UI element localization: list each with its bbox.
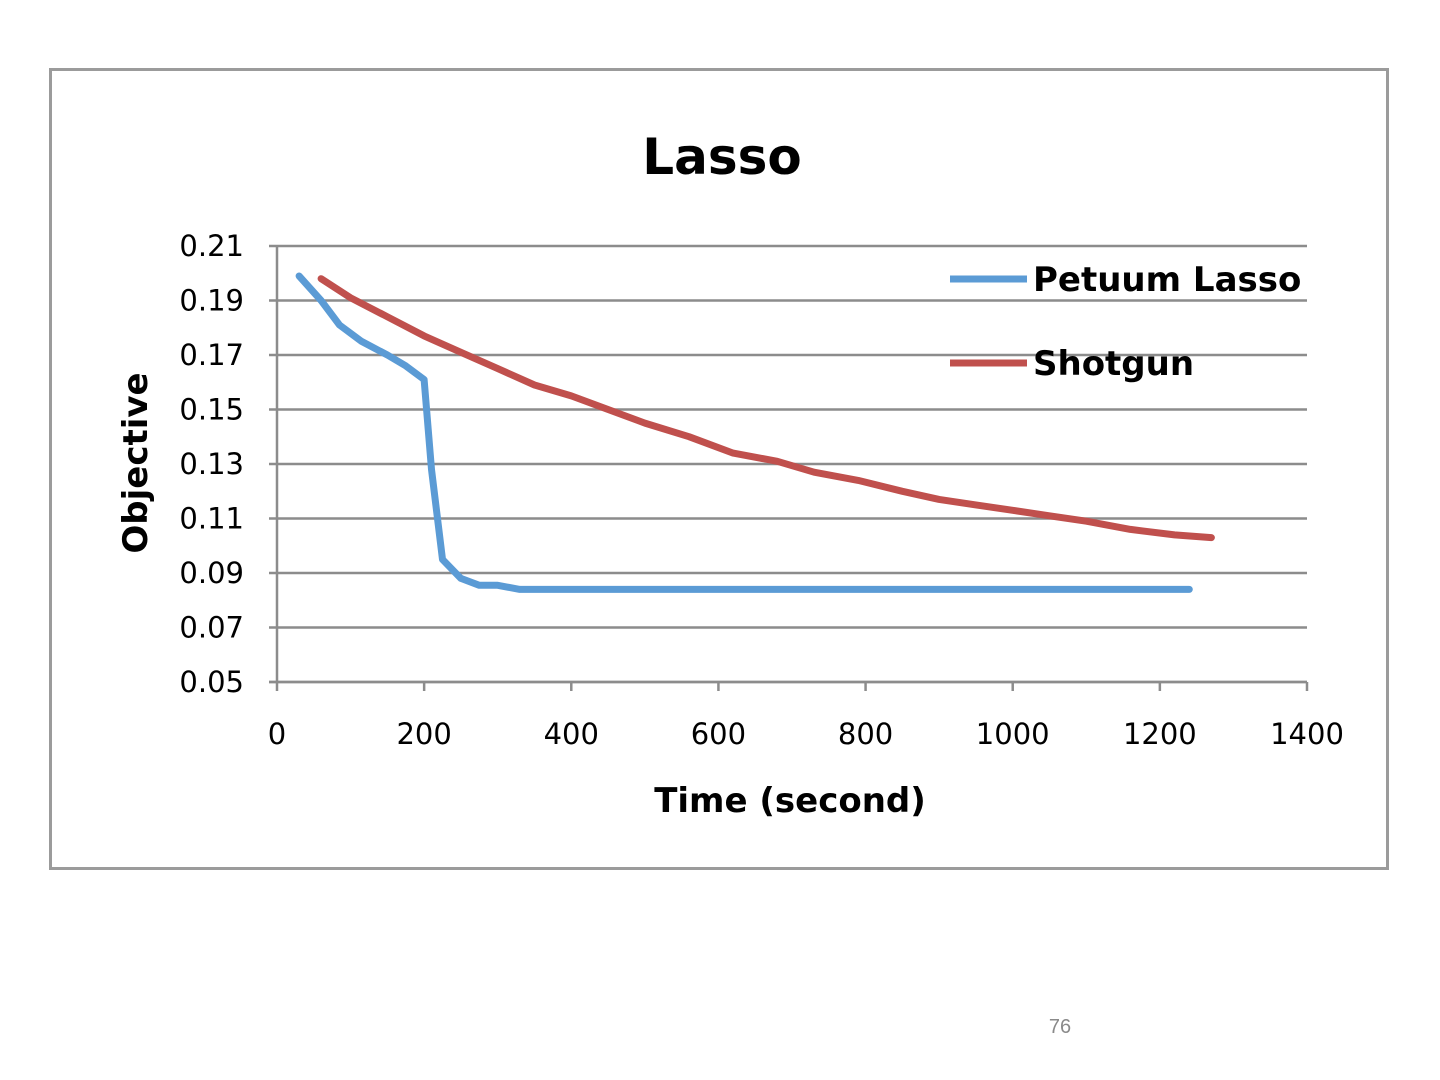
x-tick-label: 1200 — [1123, 717, 1197, 751]
line-chart: Lasso 0.050.070.090.110.130.150.170.190.… — [116, 128, 1344, 821]
x-tick-label: 600 — [691, 717, 746, 751]
legend: Petuum Lasso Shotgun — [950, 260, 1301, 384]
x-tick-label: 200 — [396, 717, 451, 751]
legend-label-shotgun: Shotgun — [1033, 344, 1194, 384]
y-tick-label: 0.05 — [179, 665, 244, 699]
page-number: 76 — [1048, 1016, 1072, 1038]
series-lines — [295, 272, 1215, 593]
axes — [269, 246, 1309, 691]
x-tick-label: 800 — [838, 717, 893, 751]
series-line-petuum-lasso — [295, 272, 1193, 593]
y-tick-label: 0.07 — [179, 611, 244, 645]
x-tick-label: 1400 — [1270, 717, 1344, 751]
x-tick-label: 400 — [544, 717, 599, 751]
y-tick-label: 0.13 — [179, 447, 244, 481]
x-axis-title: Time (second) — [654, 781, 926, 821]
y-tick-label: 0.11 — [179, 502, 244, 536]
y-tick-label: 0.09 — [179, 556, 244, 590]
x-tick-labels: 0 200 400 600 800 1000 1200 1400 — [268, 717, 1344, 751]
legend-label-petuum-lasso: Petuum Lasso — [1033, 260, 1301, 300]
y-tick-labels: 0.05 0.07 0.09 0.11 0.13 0.15 0.17 0.19 0.21 — [179, 229, 244, 699]
x-tick-label: 1000 — [976, 717, 1050, 751]
chart-frame: Lasso 0.05 0.07 0.09 0.11 0.13 0.15 0.17 0.19 0.… — [49, 68, 1389, 870]
y-axis-title: Objective — [116, 372, 156, 553]
y-tick-label: 0.17 — [179, 338, 244, 372]
y-tick-label: 0.21 — [179, 229, 244, 263]
y-tick-label: 0.15 — [179, 393, 244, 427]
x-tick-label: 0 — [268, 717, 286, 751]
series-line-shotgun — [317, 275, 1215, 542]
chart-title: Lasso — [642, 128, 801, 186]
y-tick-label: 0.19 — [179, 284, 244, 318]
